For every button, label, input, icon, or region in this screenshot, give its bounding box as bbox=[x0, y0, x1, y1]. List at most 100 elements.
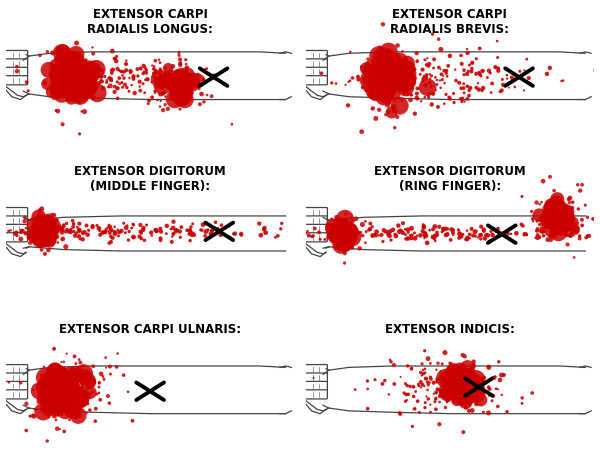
Point bbox=[100, 228, 109, 236]
Point bbox=[102, 76, 112, 84]
Point bbox=[46, 225, 56, 233]
Point bbox=[434, 223, 444, 231]
Point bbox=[403, 64, 413, 72]
Point bbox=[77, 76, 86, 83]
Point bbox=[16, 229, 26, 236]
Point bbox=[69, 220, 79, 228]
Point bbox=[442, 73, 452, 80]
Point bbox=[378, 67, 388, 75]
Point bbox=[36, 228, 46, 236]
Ellipse shape bbox=[50, 377, 77, 406]
Point bbox=[393, 76, 403, 84]
Point bbox=[338, 235, 347, 242]
Point bbox=[398, 69, 407, 76]
Point bbox=[21, 225, 31, 232]
Point bbox=[43, 225, 52, 233]
Point bbox=[256, 232, 266, 239]
Point bbox=[89, 94, 98, 101]
Point bbox=[81, 56, 91, 64]
Point bbox=[337, 226, 346, 233]
Text: EXTENSOR CARPI
RADIALIS BREVIS:: EXTENSOR CARPI RADIALIS BREVIS: bbox=[391, 8, 509, 36]
Point bbox=[147, 78, 157, 86]
Point bbox=[558, 210, 568, 217]
Point bbox=[446, 236, 455, 244]
Point bbox=[80, 376, 90, 383]
Point bbox=[420, 230, 430, 237]
Point bbox=[176, 75, 186, 83]
Point bbox=[439, 225, 448, 233]
Point bbox=[34, 230, 43, 238]
Point bbox=[43, 391, 53, 399]
Point bbox=[457, 372, 466, 379]
Point bbox=[394, 222, 403, 229]
Point bbox=[45, 237, 55, 245]
Point bbox=[66, 381, 76, 388]
Point bbox=[65, 397, 74, 404]
Point bbox=[59, 391, 69, 398]
Point bbox=[44, 365, 54, 372]
Point bbox=[442, 375, 451, 382]
Point bbox=[564, 223, 574, 231]
Point bbox=[41, 226, 50, 233]
Point bbox=[64, 90, 73, 97]
Point bbox=[417, 372, 427, 379]
Point bbox=[361, 218, 370, 225]
Point bbox=[178, 77, 188, 84]
Point bbox=[454, 226, 463, 234]
Point bbox=[485, 385, 494, 393]
Point bbox=[463, 393, 472, 400]
Point bbox=[174, 49, 184, 56]
Point bbox=[394, 86, 403, 93]
Point bbox=[119, 68, 129, 75]
Point bbox=[546, 233, 556, 240]
Point bbox=[452, 382, 461, 389]
Point bbox=[35, 228, 44, 236]
Point bbox=[149, 73, 159, 80]
Point bbox=[517, 221, 526, 228]
Point bbox=[22, 427, 31, 434]
Point bbox=[62, 383, 71, 390]
Point bbox=[419, 383, 429, 390]
Point bbox=[459, 84, 469, 92]
Point bbox=[35, 226, 44, 233]
Point bbox=[345, 219, 355, 227]
Point bbox=[380, 55, 389, 62]
Point bbox=[84, 390, 94, 397]
Ellipse shape bbox=[169, 72, 188, 93]
Point bbox=[168, 80, 178, 88]
Point bbox=[347, 223, 356, 231]
Point bbox=[454, 365, 464, 373]
Point bbox=[193, 71, 203, 78]
Point bbox=[461, 385, 471, 392]
Point bbox=[484, 363, 494, 371]
Point bbox=[166, 72, 176, 80]
Point bbox=[84, 77, 94, 85]
Point bbox=[344, 228, 353, 235]
Point bbox=[430, 231, 439, 239]
Point bbox=[181, 81, 191, 88]
Point bbox=[344, 78, 353, 85]
Point bbox=[460, 391, 470, 398]
Point bbox=[170, 96, 179, 103]
Point bbox=[179, 78, 188, 86]
Point bbox=[542, 199, 552, 206]
Point bbox=[410, 229, 419, 237]
Point bbox=[443, 367, 453, 375]
Point bbox=[40, 232, 49, 239]
Point bbox=[367, 85, 377, 93]
Point bbox=[333, 222, 343, 230]
Point bbox=[449, 374, 458, 382]
Point bbox=[128, 233, 138, 241]
Point bbox=[434, 64, 443, 71]
Point bbox=[329, 224, 339, 232]
Point bbox=[336, 226, 346, 234]
Point bbox=[466, 374, 476, 381]
Point bbox=[172, 81, 181, 89]
Point bbox=[47, 232, 56, 239]
Point bbox=[28, 386, 38, 393]
Point bbox=[367, 62, 376, 70]
Point bbox=[522, 55, 532, 63]
Point bbox=[78, 69, 88, 77]
Point bbox=[385, 356, 395, 363]
Point bbox=[550, 213, 560, 220]
